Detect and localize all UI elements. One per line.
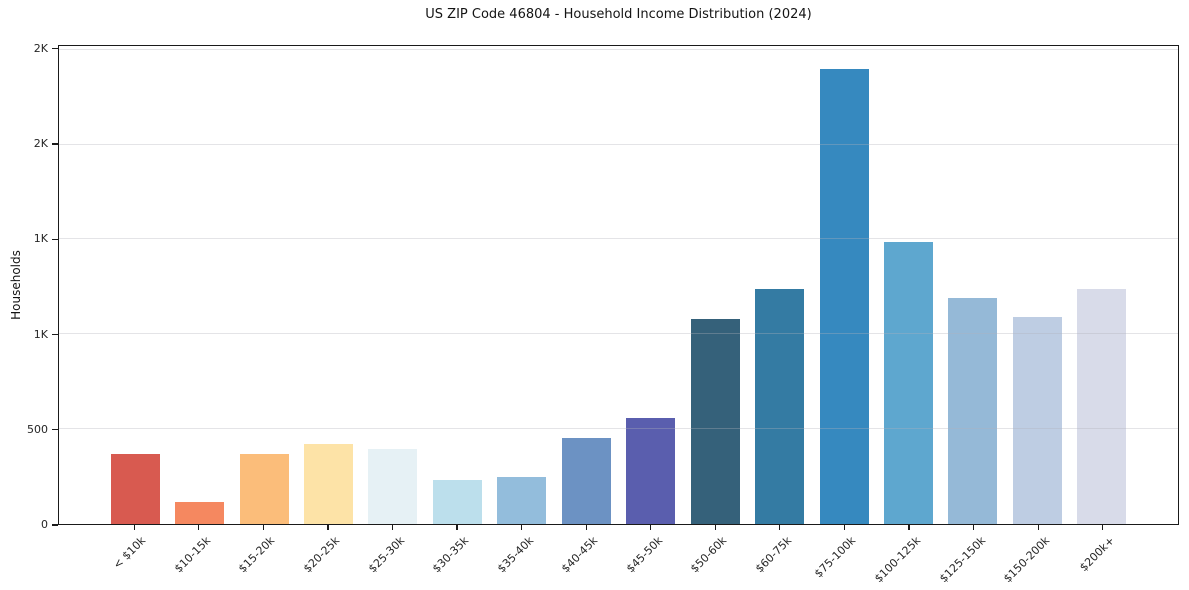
bar — [626, 417, 676, 524]
y-tick-mark — [52, 429, 58, 431]
bar — [561, 438, 611, 524]
x-tick-mark — [972, 525, 975, 530]
x-tick-mark — [456, 525, 458, 530]
x-tick-label: $35-40k — [494, 534, 536, 576]
y-tick-label: 1K — [33, 327, 48, 341]
bar — [239, 453, 289, 524]
bar-slot — [103, 46, 167, 524]
chart-title: US ZIP Code 46804 - Household Income Dis… — [425, 7, 812, 22]
x-tick-label: $50-60k — [688, 534, 730, 576]
y-tick-mark — [52, 524, 58, 526]
x-tick-mark — [133, 525, 135, 530]
x-tick-mark — [262, 525, 264, 530]
bar-slot — [941, 46, 1005, 524]
gridlines-overlay — [59, 46, 1178, 524]
bar-slot — [619, 46, 683, 524]
bar — [1012, 317, 1062, 524]
bar — [110, 453, 160, 524]
x-tick-mark — [198, 525, 200, 530]
bar-slot — [232, 46, 296, 524]
bar-slot — [1070, 46, 1134, 524]
y-tick-label: 500 — [27, 422, 48, 436]
bar-slot — [876, 46, 940, 524]
bar-slot — [296, 46, 360, 524]
gridline — [59, 143, 1178, 145]
bars-layer — [59, 46, 1178, 524]
x-tick-label: $15-20k — [236, 534, 278, 576]
bar-slot — [1005, 46, 1069, 524]
bar-slot — [425, 46, 489, 524]
x-tick-mark — [1037, 525, 1039, 530]
x-tick-mark — [1102, 525, 1104, 530]
x-tick-mark — [779, 525, 781, 530]
x-tick-label: $10-15k — [171, 534, 214, 576]
bar — [755, 289, 805, 524]
bar — [1077, 289, 1127, 524]
y-tick-label: 2K — [33, 137, 48, 151]
y-axis-label: Households — [9, 250, 23, 320]
bar — [432, 480, 482, 524]
y-tick-mark — [52, 238, 58, 240]
plot-area — [58, 45, 1179, 525]
x-tick-mark — [714, 525, 716, 530]
x-tick-mark — [521, 525, 523, 530]
bar-slot — [167, 46, 231, 524]
bar — [368, 448, 418, 524]
x-tick-mark — [391, 525, 394, 530]
bar-slot — [554, 46, 618, 524]
y-tick-mark — [52, 143, 58, 145]
bar-slot — [812, 46, 876, 524]
y-tick-label: 0 — [41, 518, 48, 531]
bar — [304, 444, 354, 524]
bar — [948, 297, 998, 524]
y-tick-label: 2K — [33, 41, 48, 55]
bar — [690, 318, 740, 524]
x-tick-label: $25-30k — [365, 534, 407, 576]
x-tick-label: $20-25k — [300, 534, 343, 576]
x-tick-label: $45-50k — [623, 534, 665, 576]
bar — [883, 242, 933, 524]
x-tick-label: $60-75k — [752, 534, 795, 576]
x-tick-label: $75-100k — [812, 534, 859, 581]
bar — [175, 501, 225, 524]
x-tick-mark — [327, 525, 329, 530]
bar-slot — [683, 46, 747, 524]
y-tick-label: 1K — [33, 232, 48, 246]
x-tick-label: $30-35k — [430, 534, 472, 576]
x-tick-mark — [585, 525, 587, 530]
bar-slot — [747, 46, 811, 524]
y-tick-mark — [52, 48, 58, 50]
x-tick-mark — [908, 525, 910, 530]
x-tick-label: $125-150k — [936, 534, 988, 586]
bar-slot — [361, 46, 425, 524]
x-tick-label: $100-125k — [872, 534, 924, 586]
x-tick-mark — [650, 525, 652, 530]
bar-slot — [490, 46, 554, 524]
gridline — [59, 48, 1178, 50]
x-tick-label: $200k+ — [1076, 534, 1117, 575]
x-tick-label: $40-45k — [559, 534, 601, 576]
gridline — [59, 333, 1178, 335]
x-tick-label: $150-200k — [1001, 534, 1053, 586]
bar — [819, 68, 869, 524]
bar — [497, 476, 547, 524]
y-tick-mark — [52, 333, 58, 336]
x-tick-label: < $10k — [110, 534, 149, 572]
gridline — [59, 238, 1178, 240]
gridline — [59, 428, 1178, 430]
x-tick-mark — [843, 525, 846, 530]
